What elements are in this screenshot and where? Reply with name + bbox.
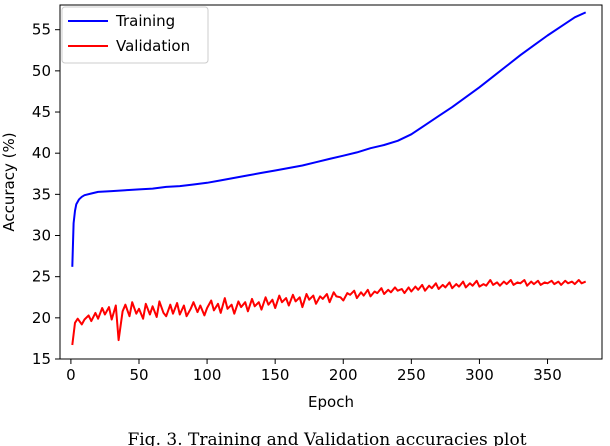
x-tick-label: 300 bbox=[465, 366, 494, 384]
y-tick-label: 55 bbox=[32, 21, 51, 39]
x-tick-label: 100 bbox=[193, 366, 222, 384]
x-tick-label: 50 bbox=[129, 366, 148, 384]
y-tick-label: 25 bbox=[32, 268, 51, 286]
x-axis-label: Epoch bbox=[308, 393, 354, 411]
x-tick-label: 350 bbox=[533, 366, 562, 384]
legend: Training Validation bbox=[61, 6, 209, 64]
figure-caption: Fig. 3. Training and Validation accuraci… bbox=[127, 430, 526, 446]
x-tick-label: 250 bbox=[397, 366, 426, 384]
x-tick-label: 200 bbox=[329, 366, 358, 384]
series-layer bbox=[71, 11, 587, 346]
series-line-validation bbox=[71, 279, 587, 346]
y-tick-label: 45 bbox=[32, 103, 51, 121]
y-tick-label: 40 bbox=[32, 144, 51, 162]
y-tick-label: 30 bbox=[32, 227, 51, 245]
y-tick-label: 35 bbox=[32, 185, 51, 203]
x-axis: 0 50 100 150 200 250 300 350 bbox=[66, 359, 562, 384]
legend-label-validation: Validation bbox=[116, 37, 190, 55]
y-tick-label: 20 bbox=[32, 309, 51, 327]
x-tick-label: 0 bbox=[66, 366, 76, 384]
y-axis: 15 20 25 30 35 40 45 50 55 bbox=[32, 21, 60, 368]
legend-label-training: Training bbox=[115, 12, 175, 30]
y-tick-label: 15 bbox=[32, 350, 51, 368]
plot-area: 0 50 100 150 200 250 300 350 15 20 25 30 35 40 45 50 55 bbox=[32, 4, 603, 384]
series-line-training bbox=[71, 11, 587, 267]
x-tick-label: 150 bbox=[261, 366, 290, 384]
y-tick-label: 50 bbox=[32, 62, 51, 80]
plot-frame bbox=[59, 4, 603, 360]
y-axis-label: Accuracy (%) bbox=[0, 132, 18, 231]
